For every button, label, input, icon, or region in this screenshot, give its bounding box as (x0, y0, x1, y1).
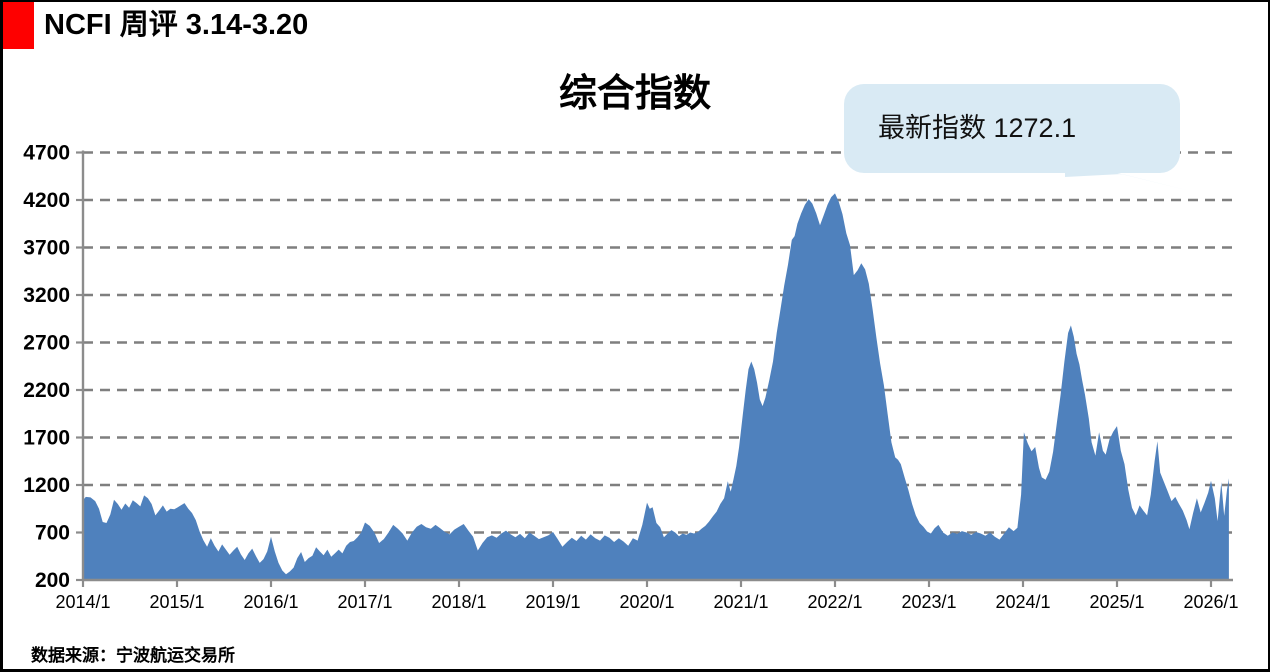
page-border-bottom (0, 669, 1270, 672)
x-tick-label-2024/1: 2024/1 (995, 592, 1050, 612)
page-border-left (0, 0, 3, 672)
y-tick-label-1200: 1200 (23, 474, 70, 497)
y-tick-label-200: 200 (35, 569, 70, 592)
area-series (83, 193, 1229, 580)
y-tick-label-3200: 3200 (23, 284, 70, 307)
x-tick-label-2016/1: 2016/1 (243, 592, 298, 612)
x-tick-label-2014/1: 2014/1 (55, 592, 110, 612)
x-tick-label-2020/1: 2020/1 (619, 592, 674, 612)
y-tick-label-4200: 4200 (23, 189, 70, 212)
x-tick-label-2025/1: 2025/1 (1089, 592, 1144, 612)
annotation-bubble: 最新指数 1272.1 (844, 84, 1180, 173)
x-tick-label-2023/1: 2023/1 (901, 592, 956, 612)
x-tick-label-2015/1: 2015/1 (149, 592, 204, 612)
y-tick-label-1700: 1700 (23, 427, 70, 450)
y-tick-label-3700: 3700 (23, 237, 70, 260)
y-tick-label-2200: 2200 (23, 379, 70, 402)
red-accent-square (3, 2, 34, 49)
x-tick-label-2022/1: 2022/1 (807, 592, 862, 612)
page-border-top (0, 0, 1270, 2)
x-tick-label-2017/1: 2017/1 (337, 592, 392, 612)
x-tick-label-2026/1: 2026/1 (1183, 592, 1238, 612)
y-tick-label-4700: 4700 (23, 142, 70, 165)
y-tick-label-700: 700 (35, 522, 70, 545)
x-tick-label-2019/1: 2019/1 (525, 592, 580, 612)
x-tick-label-2018/1: 2018/1 (431, 592, 486, 612)
y-tick-label-2700: 2700 (23, 332, 70, 355)
data-source-label: 数据来源：宁波航运交易所 (31, 646, 235, 665)
chart-title: 综合指数 (558, 73, 711, 115)
page-border-right (1268, 0, 1270, 672)
annotation-text: 最新指数 1272.1 (878, 113, 1077, 143)
page-title: NCFI 周评 3.14-3.20 (44, 9, 309, 41)
x-tick-label-2021/1: 2021/1 (713, 592, 768, 612)
